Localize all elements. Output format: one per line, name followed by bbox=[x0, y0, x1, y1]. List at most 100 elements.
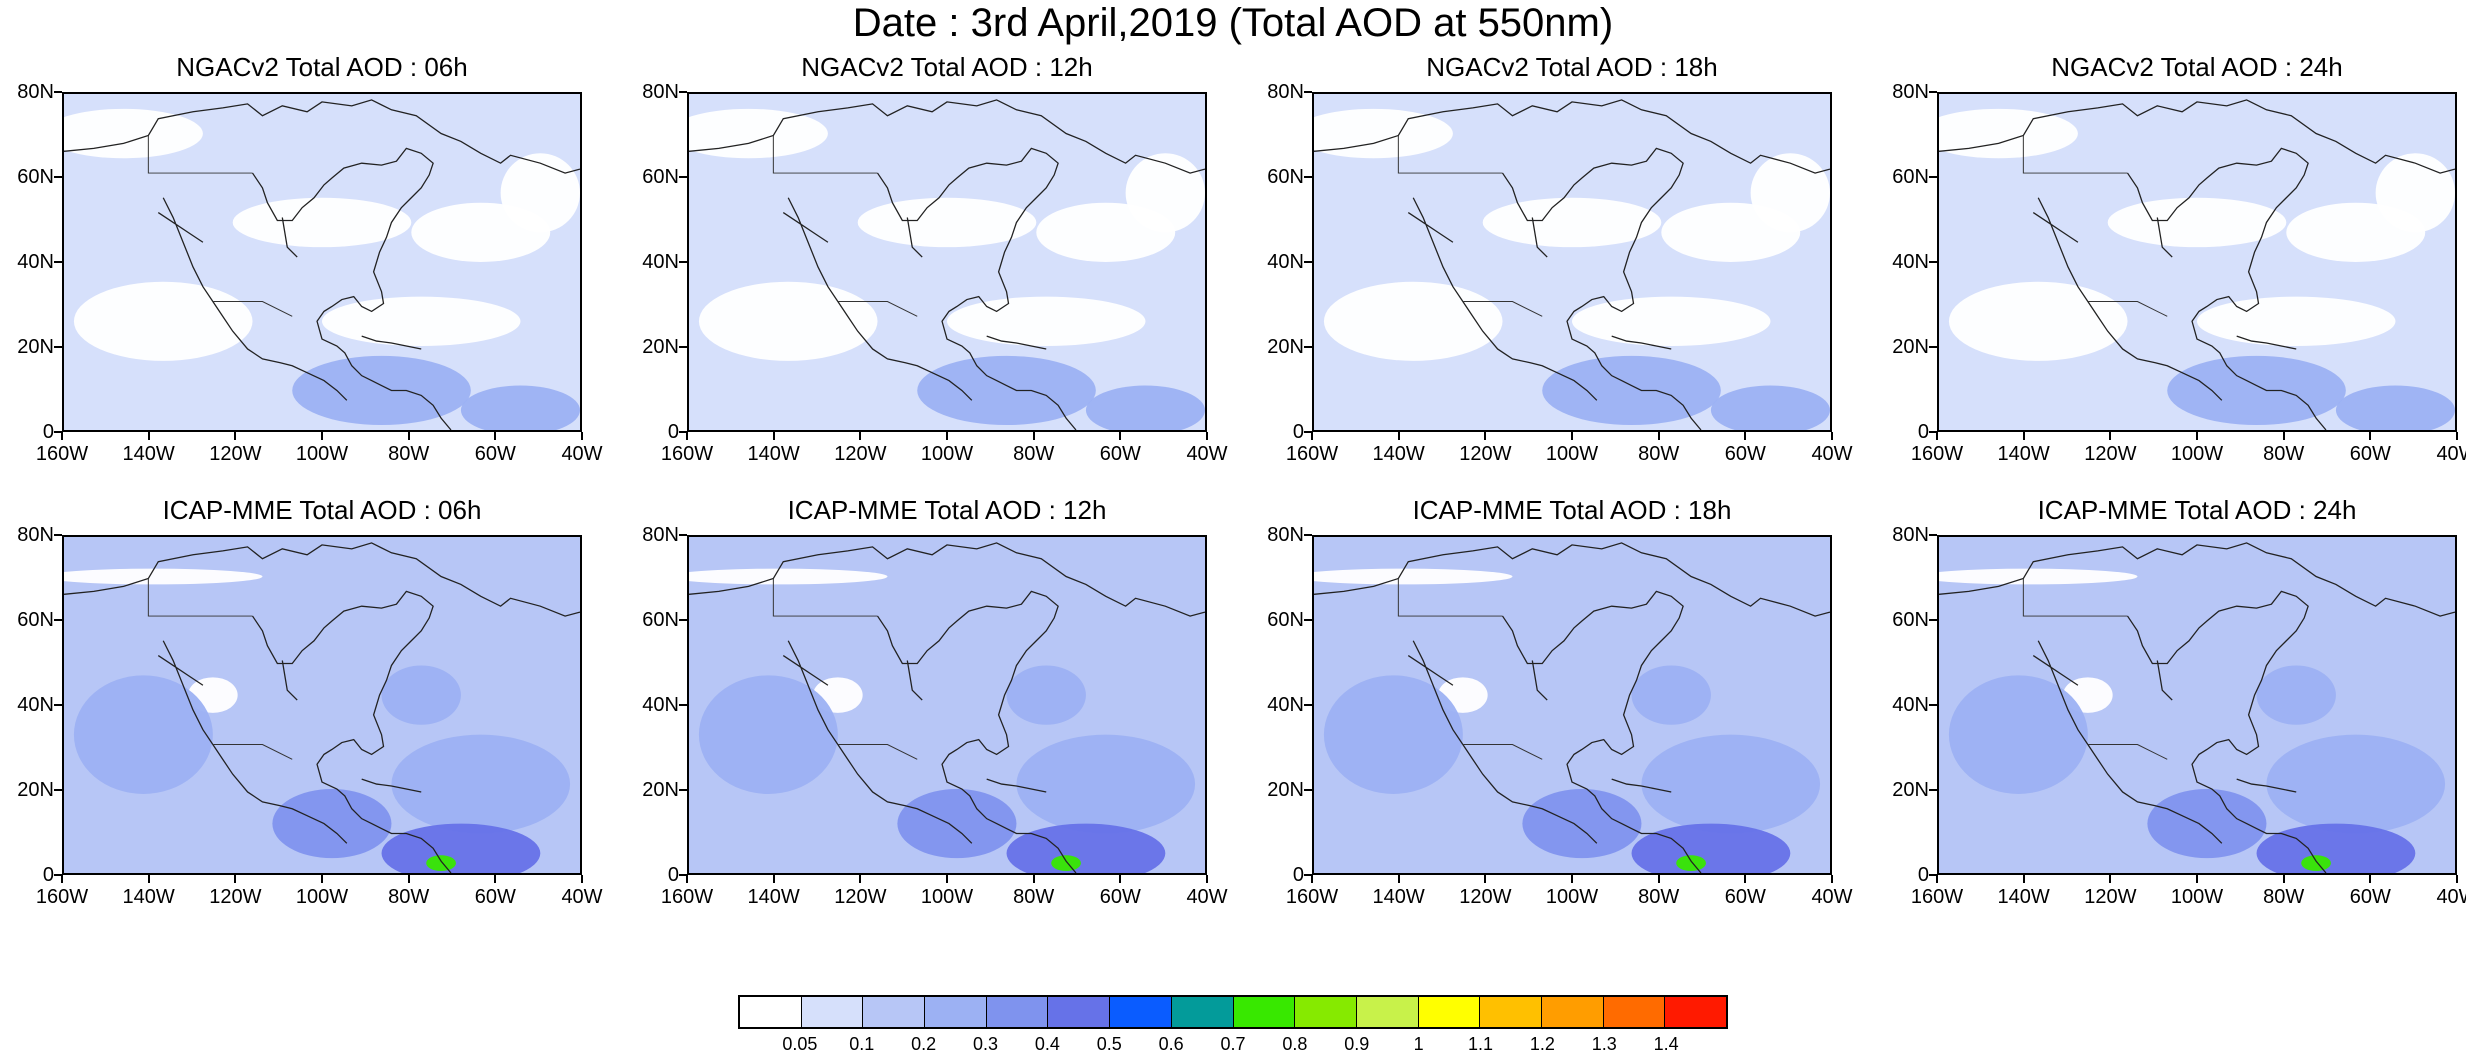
lon-tick-mark bbox=[1484, 432, 1487, 440]
coastline bbox=[689, 542, 1205, 873]
lon-tick-label: 100W bbox=[2170, 443, 2224, 465]
lat-tick-label: 80N bbox=[642, 81, 679, 103]
colorbar-label: 1 bbox=[1413, 1034, 1424, 1054]
lat-tick-mark bbox=[1929, 534, 1937, 536]
lat-tick-mark bbox=[1304, 534, 1312, 536]
aod-region bbox=[1314, 568, 1513, 585]
lat-tick-mark bbox=[1929, 346, 1937, 348]
lat-tick-mark bbox=[1304, 619, 1312, 621]
lon-tick-label: 120W bbox=[834, 886, 887, 908]
map-panel: NGACv2 Total AOD : 18h 80N 60N 40N 20N 0 160W 1… bbox=[1267, 52, 1852, 464]
colorbar-label: 1.4 bbox=[1653, 1034, 1679, 1054]
lon-tick-label: 120W bbox=[209, 886, 262, 908]
lat-tick-mark bbox=[54, 346, 62, 348]
lon-tick-mark bbox=[1571, 875, 1573, 883]
lat-tick-mark bbox=[1304, 91, 1312, 93]
lon-tick-mark bbox=[2369, 432, 2372, 440]
lat-tick-label: 60N bbox=[1892, 166, 1929, 188]
colorbar-box bbox=[1295, 997, 1357, 1027]
lon-tick-label: 40W bbox=[1811, 886, 1853, 908]
lon-tick-label: 140W bbox=[747, 443, 800, 465]
aod-region bbox=[1710, 385, 1830, 430]
lon-tick-label: 60W bbox=[2349, 443, 2391, 465]
lon-tick-mark bbox=[1119, 875, 1122, 883]
lat-tick-label: 40N bbox=[1892, 251, 1929, 273]
aod-map bbox=[1937, 92, 2457, 432]
lon-tick-mark bbox=[1119, 432, 1122, 440]
lon-tick-mark bbox=[1484, 875, 1487, 883]
lon-tick-label: 160W bbox=[660, 443, 714, 465]
map-panel: ICAP-MME Total AOD : 18h 80N 60N 40N 20N 0 160… bbox=[1267, 495, 1852, 907]
colorbar-box bbox=[801, 997, 864, 1027]
lon-tick-label: 80W bbox=[1013, 443, 1055, 465]
colorbar-label: 0.7 bbox=[1220, 1034, 1246, 1054]
lat-tick-label: 20N bbox=[1267, 336, 1304, 358]
lon-tick-mark bbox=[147, 432, 150, 440]
aod-region bbox=[857, 197, 1037, 248]
lat-tick-label: 60N bbox=[642, 166, 679, 188]
lon-tick-mark bbox=[1311, 432, 1313, 440]
colorbar-box bbox=[1048, 997, 1111, 1027]
country-border bbox=[1397, 135, 1543, 317]
aod-region bbox=[1314, 108, 1453, 159]
lat-tick-mark bbox=[1304, 431, 1312, 433]
aod-region bbox=[391, 734, 571, 834]
lon-tick-mark bbox=[1571, 432, 1573, 440]
lat-tick-label: 0 bbox=[1292, 864, 1304, 886]
lon-tick-label: 140W bbox=[1372, 886, 1425, 908]
lat-tick-label: 40N bbox=[1892, 694, 1929, 716]
lon-tick-mark bbox=[494, 432, 497, 440]
lon-tick-mark bbox=[2196, 432, 2198, 440]
aod-region bbox=[1676, 855, 1706, 872]
aod-region bbox=[1085, 385, 1205, 430]
lon-tick-mark bbox=[772, 432, 775, 440]
colorbar-box bbox=[925, 997, 987, 1027]
colorbar-box bbox=[740, 997, 802, 1027]
lat-tick-label: 20N bbox=[642, 336, 679, 358]
lat-tick-mark bbox=[1929, 619, 1937, 621]
lat-tick-mark bbox=[679, 534, 687, 536]
lat-tick-mark bbox=[679, 619, 687, 621]
aod-region bbox=[2266, 734, 2446, 834]
aod-map bbox=[1937, 535, 2457, 875]
aod-region bbox=[381, 665, 461, 725]
panel-title: NGACv2 Total AOD : 24h bbox=[2051, 52, 2343, 82]
lat-tick-mark bbox=[679, 874, 687, 876]
aod-region bbox=[1125, 153, 1205, 233]
aod-region bbox=[947, 296, 1146, 346]
lat-tick-label: 60N bbox=[1892, 609, 1929, 631]
aod-region bbox=[460, 385, 580, 430]
lon-tick-label: 160W bbox=[35, 886, 89, 908]
aod-region bbox=[2107, 197, 2287, 248]
lon-tick-label: 160W bbox=[1285, 443, 1339, 465]
lat-tick-mark bbox=[1304, 346, 1312, 348]
lat-tick-label: 40N bbox=[17, 694, 54, 716]
lon-tick-mark bbox=[2196, 875, 2198, 883]
aod-region bbox=[2335, 385, 2455, 430]
lon-tick-label: 40W bbox=[1186, 443, 1228, 465]
lat-tick-label: 80N bbox=[1267, 81, 1304, 103]
lon-tick-mark bbox=[1657, 432, 1660, 440]
map-panel: ICAP-MME Total AOD : 24h 80N 60N 40N 20N 0 160… bbox=[1892, 495, 2466, 907]
lat-tick-label: 40N bbox=[642, 694, 679, 716]
lon-tick-mark bbox=[686, 432, 688, 440]
lat-tick-label: 20N bbox=[17, 336, 54, 358]
lon-tick-mark bbox=[147, 875, 150, 883]
colorbar-box bbox=[1418, 997, 1481, 1027]
lon-tick-mark bbox=[407, 875, 410, 883]
lon-tick-label: 80W bbox=[1638, 443, 1680, 465]
lon-tick-label: 40W bbox=[2436, 886, 2466, 908]
map-panel: NGACv2 Total AOD : 06h 80N 60N 40N 20N 0 160W 1… bbox=[17, 52, 602, 464]
aod-region bbox=[1006, 665, 1086, 725]
lon-tick-label: 60W bbox=[1099, 443, 1141, 465]
aod-region bbox=[2375, 153, 2455, 233]
lat-tick-label: 60N bbox=[642, 609, 679, 631]
aod-region bbox=[73, 675, 213, 794]
panel-title: ICAP-MME Total AOD : 18h bbox=[1412, 495, 1732, 525]
colorbar-box bbox=[1665, 997, 1726, 1027]
lon-tick-label: 80W bbox=[2263, 886, 2305, 908]
lat-tick-mark bbox=[1929, 789, 1937, 791]
lon-tick-label: 100W bbox=[2170, 886, 2224, 908]
lon-tick-label: 140W bbox=[122, 443, 175, 465]
lon-tick-mark bbox=[61, 432, 63, 440]
